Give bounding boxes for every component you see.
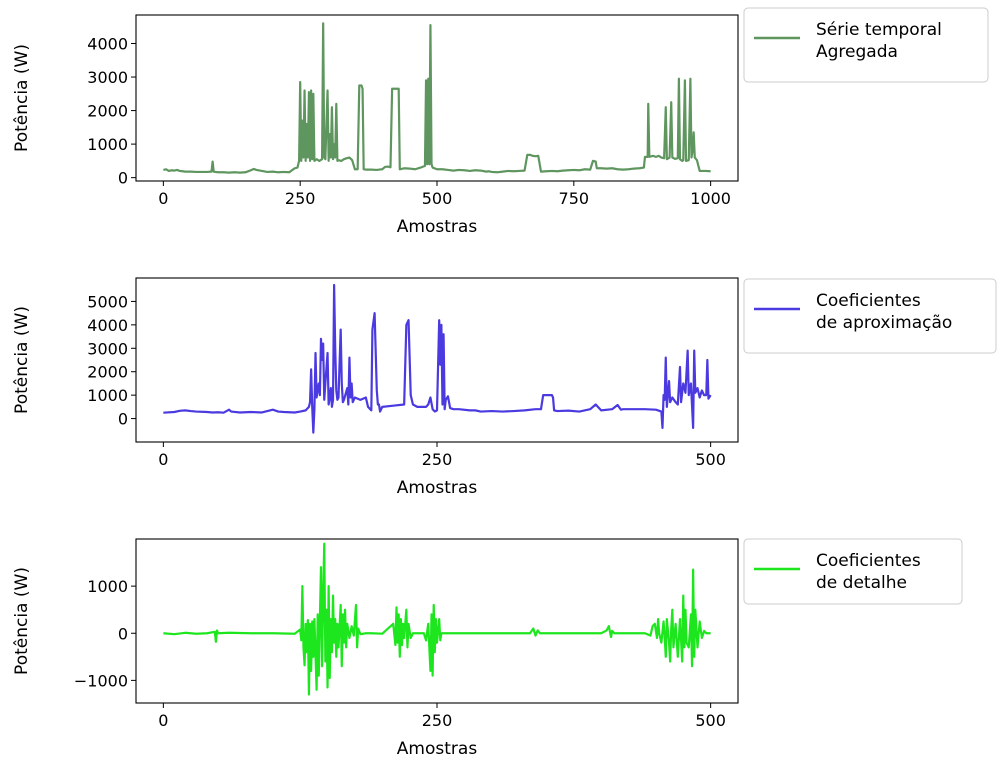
legend-label: Coeficientes (816, 291, 921, 311)
legend-box (743, 278, 997, 354)
y-tick-label: 3000 (87, 339, 128, 358)
x-tick-label: 0 (158, 711, 168, 730)
y-tick-label: 4000 (87, 35, 128, 54)
series-line-1-1 (163, 22, 711, 174)
x-tick-label: 500 (422, 189, 453, 208)
legend-label: Série temporal (816, 20, 942, 40)
y-tick-label: 4000 (87, 316, 128, 335)
y-axis-label: Potência (W) (12, 567, 32, 675)
subplot-2: 0 250 500010002000300040005000AmostrasPotê… (12, 277, 997, 498)
y-tick-label: 0 (118, 624, 128, 643)
x-tick-label: 500 (695, 450, 726, 469)
legend-box (743, 538, 963, 605)
y-tick-label: 1000 (87, 135, 128, 154)
legend-box (743, 7, 989, 83)
x-axis-label: Amostras (397, 739, 478, 759)
legend-label: Coeficientes (816, 551, 921, 571)
y-tick-label: 2000 (87, 102, 128, 121)
y-tick-label: 1000 (87, 386, 128, 405)
x-tick-label: 500 (695, 711, 726, 730)
x-tick-label: 0 (158, 189, 168, 208)
x-tick-label: 250 (422, 711, 453, 730)
y-tick-label: 2000 (87, 363, 128, 382)
y-axis-label: Potência (W) (12, 44, 32, 152)
legend-label: de detalhe (816, 573, 907, 593)
x-tick-label: 0 (158, 450, 168, 469)
x-axis-label: Amostras (397, 478, 478, 498)
y-tick-label: 0 (118, 169, 128, 188)
x-tick-label: 750 (559, 189, 590, 208)
x-tick-label: 250 (285, 189, 316, 208)
y-tick-label: −1000 (74, 671, 128, 690)
y-tick-label: 1000 (87, 577, 128, 596)
x-tick-label: 1000 (690, 189, 731, 208)
y-tick-label: 0 (118, 410, 128, 429)
subplot-3: 0 250 500 −1000 0 1000 Amostras Potência (W) Coe… (12, 538, 963, 759)
axes-frame (135, 277, 739, 443)
x-axis-label: Amostras (397, 217, 478, 237)
y-tick-label: 5000 (87, 292, 128, 311)
series-line-2-1 (163, 283, 712, 434)
subplot-1: 0 250 500 750 1000 0 1000 2000 3000 4000 Amostras P… (12, 7, 989, 237)
x-tick-label: 250 (422, 450, 453, 469)
legend-label: Agregada (816, 42, 898, 62)
legend-label: de aproximação (816, 313, 952, 333)
series-line-3-1 (163, 542, 711, 696)
y-axis-label: Potência (W) (12, 306, 32, 414)
y-tick-label: 3000 (87, 68, 128, 87)
